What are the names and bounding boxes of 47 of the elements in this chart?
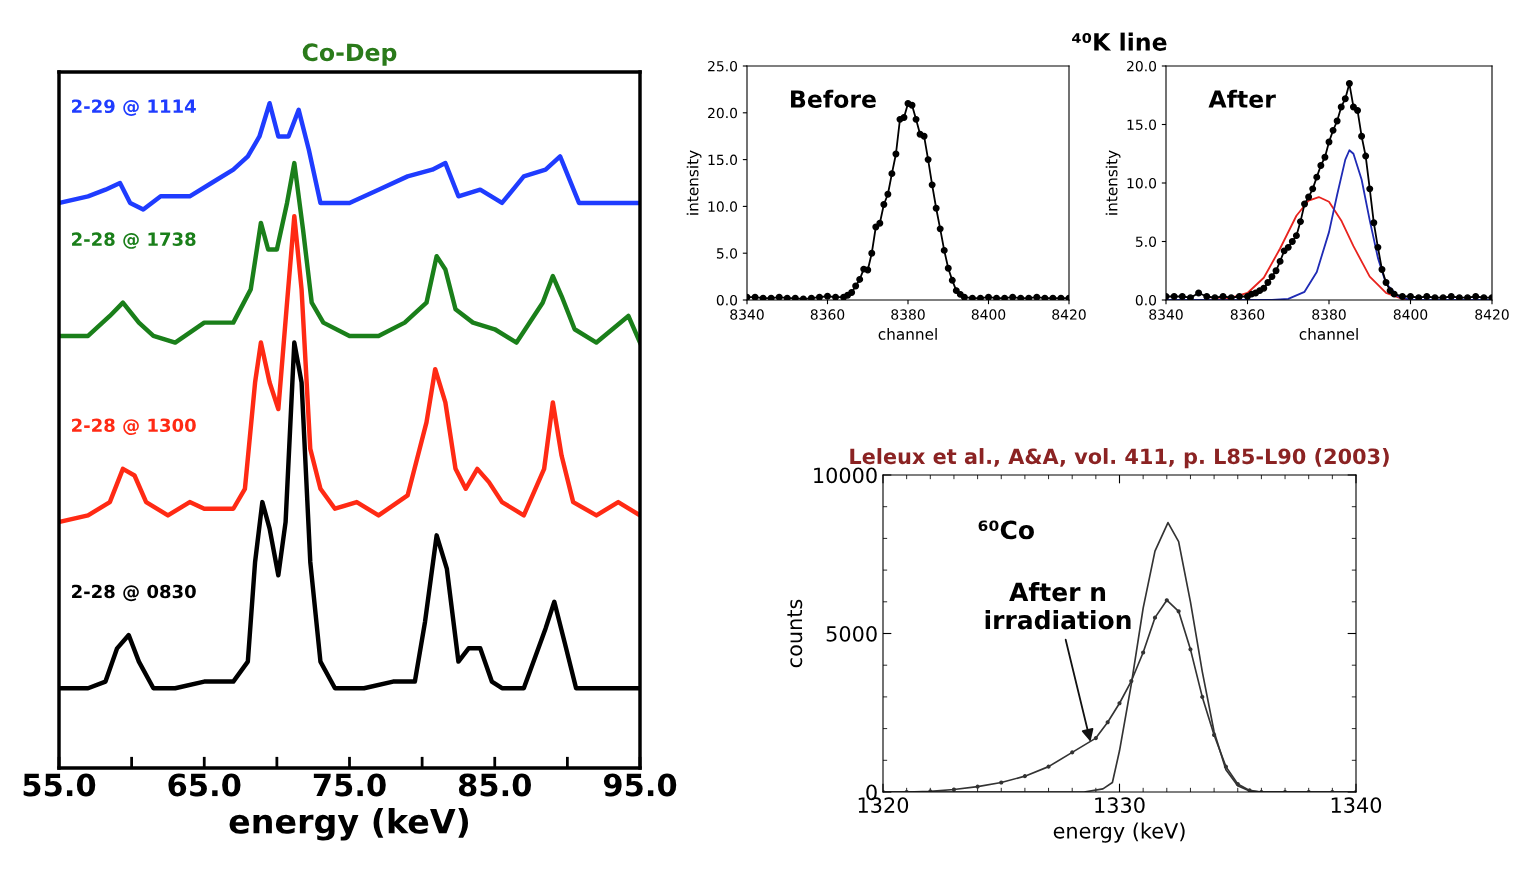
y-tick-label: 20.0 [708,107,738,119]
y-tick-label: 10.0 [1127,177,1157,189]
x-tick-label: 65.0 [168,773,241,797]
text: 2-28 @ 1738 [72,232,196,249]
y-tick-label: 10.0 [708,201,738,212]
text: 2-28 @ 0830 [72,584,196,602]
x-tick-label: 8380 [1312,309,1346,320]
annotation: After [1208,89,1276,108]
y-tick-label: 5000 [826,625,877,642]
annotation: After n irradiation [985,582,1131,630]
y-axis-title: intensity [1105,150,1121,215]
x-tick-label: 85.0 [458,773,531,797]
x-tick-label: 8340 [730,309,764,320]
text: 2-28 @ 1300 [72,418,196,436]
x-axis-title: energy (keV) [229,807,469,841]
x-tick-label: 1340 [1331,797,1382,813]
x-tick-label: 95.0 [603,773,677,797]
x-tick-label: 8360 [810,309,845,320]
y-tick-label: 25.0 [708,60,738,72]
y-axis-title: counts [787,599,803,668]
y-tick-label: 5.0 [716,248,738,259]
x-tick-label: 8420 [1052,309,1086,320]
x-tick-label: 8420 [1475,309,1509,320]
y-tick-label: 15.0 [1127,119,1157,130]
x-axis-title: channel [878,328,937,340]
x-tick-label: 75.0 [313,773,386,797]
y-tick-label: 15.0 [708,154,738,166]
y-tick-label: 5.0 [1135,236,1157,247]
x-tick-label: 8340 [1149,309,1183,320]
annotation: Before [791,89,876,108]
x-tick-label: 1330 [1095,797,1145,813]
text: ⁴⁰K line [1072,32,1167,51]
x-tick-label: 8400 [971,309,1006,320]
x-tick-label: 8380 [891,309,925,320]
x-tick-label: 8400 [1393,309,1428,320]
y-tick-label: 0.0 [1135,294,1157,306]
y-tick-label: 0.0 [716,294,738,306]
annotation: ⁶⁰Co [978,520,1034,540]
text: 2-29 @ 1114 [72,99,196,116]
chart-title: Co-Dep [302,43,397,66]
x-axis-title: energy (keV) [1053,822,1185,843]
y-axis-title: intensity [686,150,702,215]
y-tick-label: 20.0 [1127,60,1157,72]
y-tick-label: 10000 [814,467,877,484]
x-tick-label: 55.0 [23,773,96,797]
x-axis-title: channel [1299,328,1358,340]
x-tick-label: 8360 [1230,309,1265,320]
